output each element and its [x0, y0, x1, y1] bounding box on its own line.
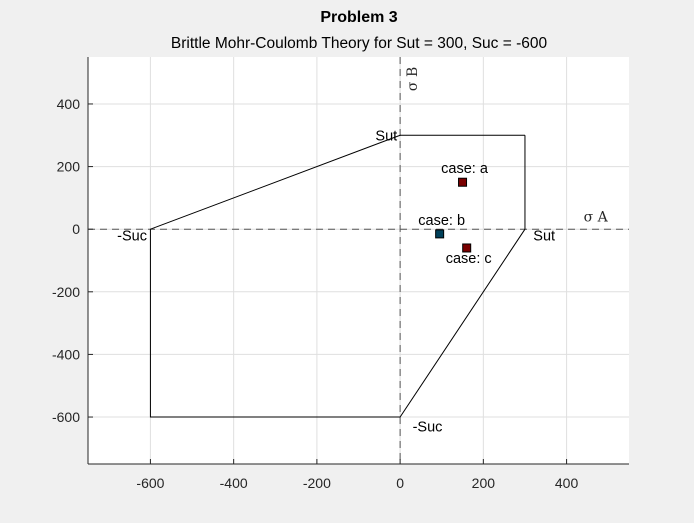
x-tick-label: 400	[555, 475, 579, 491]
y-tick-label: -400	[52, 346, 80, 362]
reference-lines: σ A σ B	[88, 57, 629, 464]
failure-envelope	[149, 134, 526, 418]
data-point-label: case: c	[446, 251, 492, 267]
y-tick-label: 400	[57, 96, 81, 112]
data-point-label: case: a	[441, 161, 489, 177]
chart-subtitle: Brittle Mohr-Coulomb Theory for Sut = 30…	[171, 35, 548, 52]
y-tick-label: -200	[52, 284, 80, 300]
annotation: -Suc	[117, 228, 147, 244]
data-point-label: case: b	[418, 213, 465, 229]
data-point	[435, 229, 445, 239]
y-tick-label: 200	[57, 159, 81, 175]
x-tick-label: 0	[396, 475, 404, 491]
x-tick-label: -600	[136, 475, 164, 491]
data-point	[458, 177, 468, 187]
annotations: Sut Sut -Suc -Suc	[117, 128, 555, 435]
x-tick-label: -400	[220, 475, 248, 491]
envelope-line	[149, 134, 526, 418]
x-tick-label: 200	[472, 475, 496, 491]
y-tick-label: -600	[52, 409, 80, 425]
sigma-b-label: σ B	[405, 67, 421, 91]
annotation: Sut	[375, 128, 397, 144]
y-tick-label: 0	[72, 221, 80, 237]
x-tick-label: -200	[303, 475, 331, 491]
data-points: case: a case: b case: c	[418, 161, 491, 267]
plot-area	[88, 57, 629, 464]
chart-title: Problem 3	[320, 9, 397, 26]
data-point	[462, 243, 472, 253]
sigma-a-label: σ A	[584, 209, 609, 225]
axes: -600 -400 -200 0 200 400 -600 -400 -200 0 200 400	[52, 57, 629, 491]
annotation: Sut	[533, 228, 555, 244]
annotation: -Suc	[413, 419, 443, 435]
